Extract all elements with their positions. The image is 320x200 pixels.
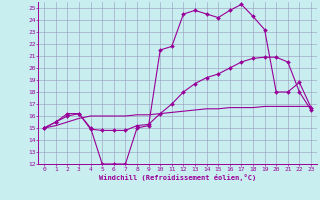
X-axis label: Windchill (Refroidissement éolien,°C): Windchill (Refroidissement éolien,°C) [99,174,256,181]
